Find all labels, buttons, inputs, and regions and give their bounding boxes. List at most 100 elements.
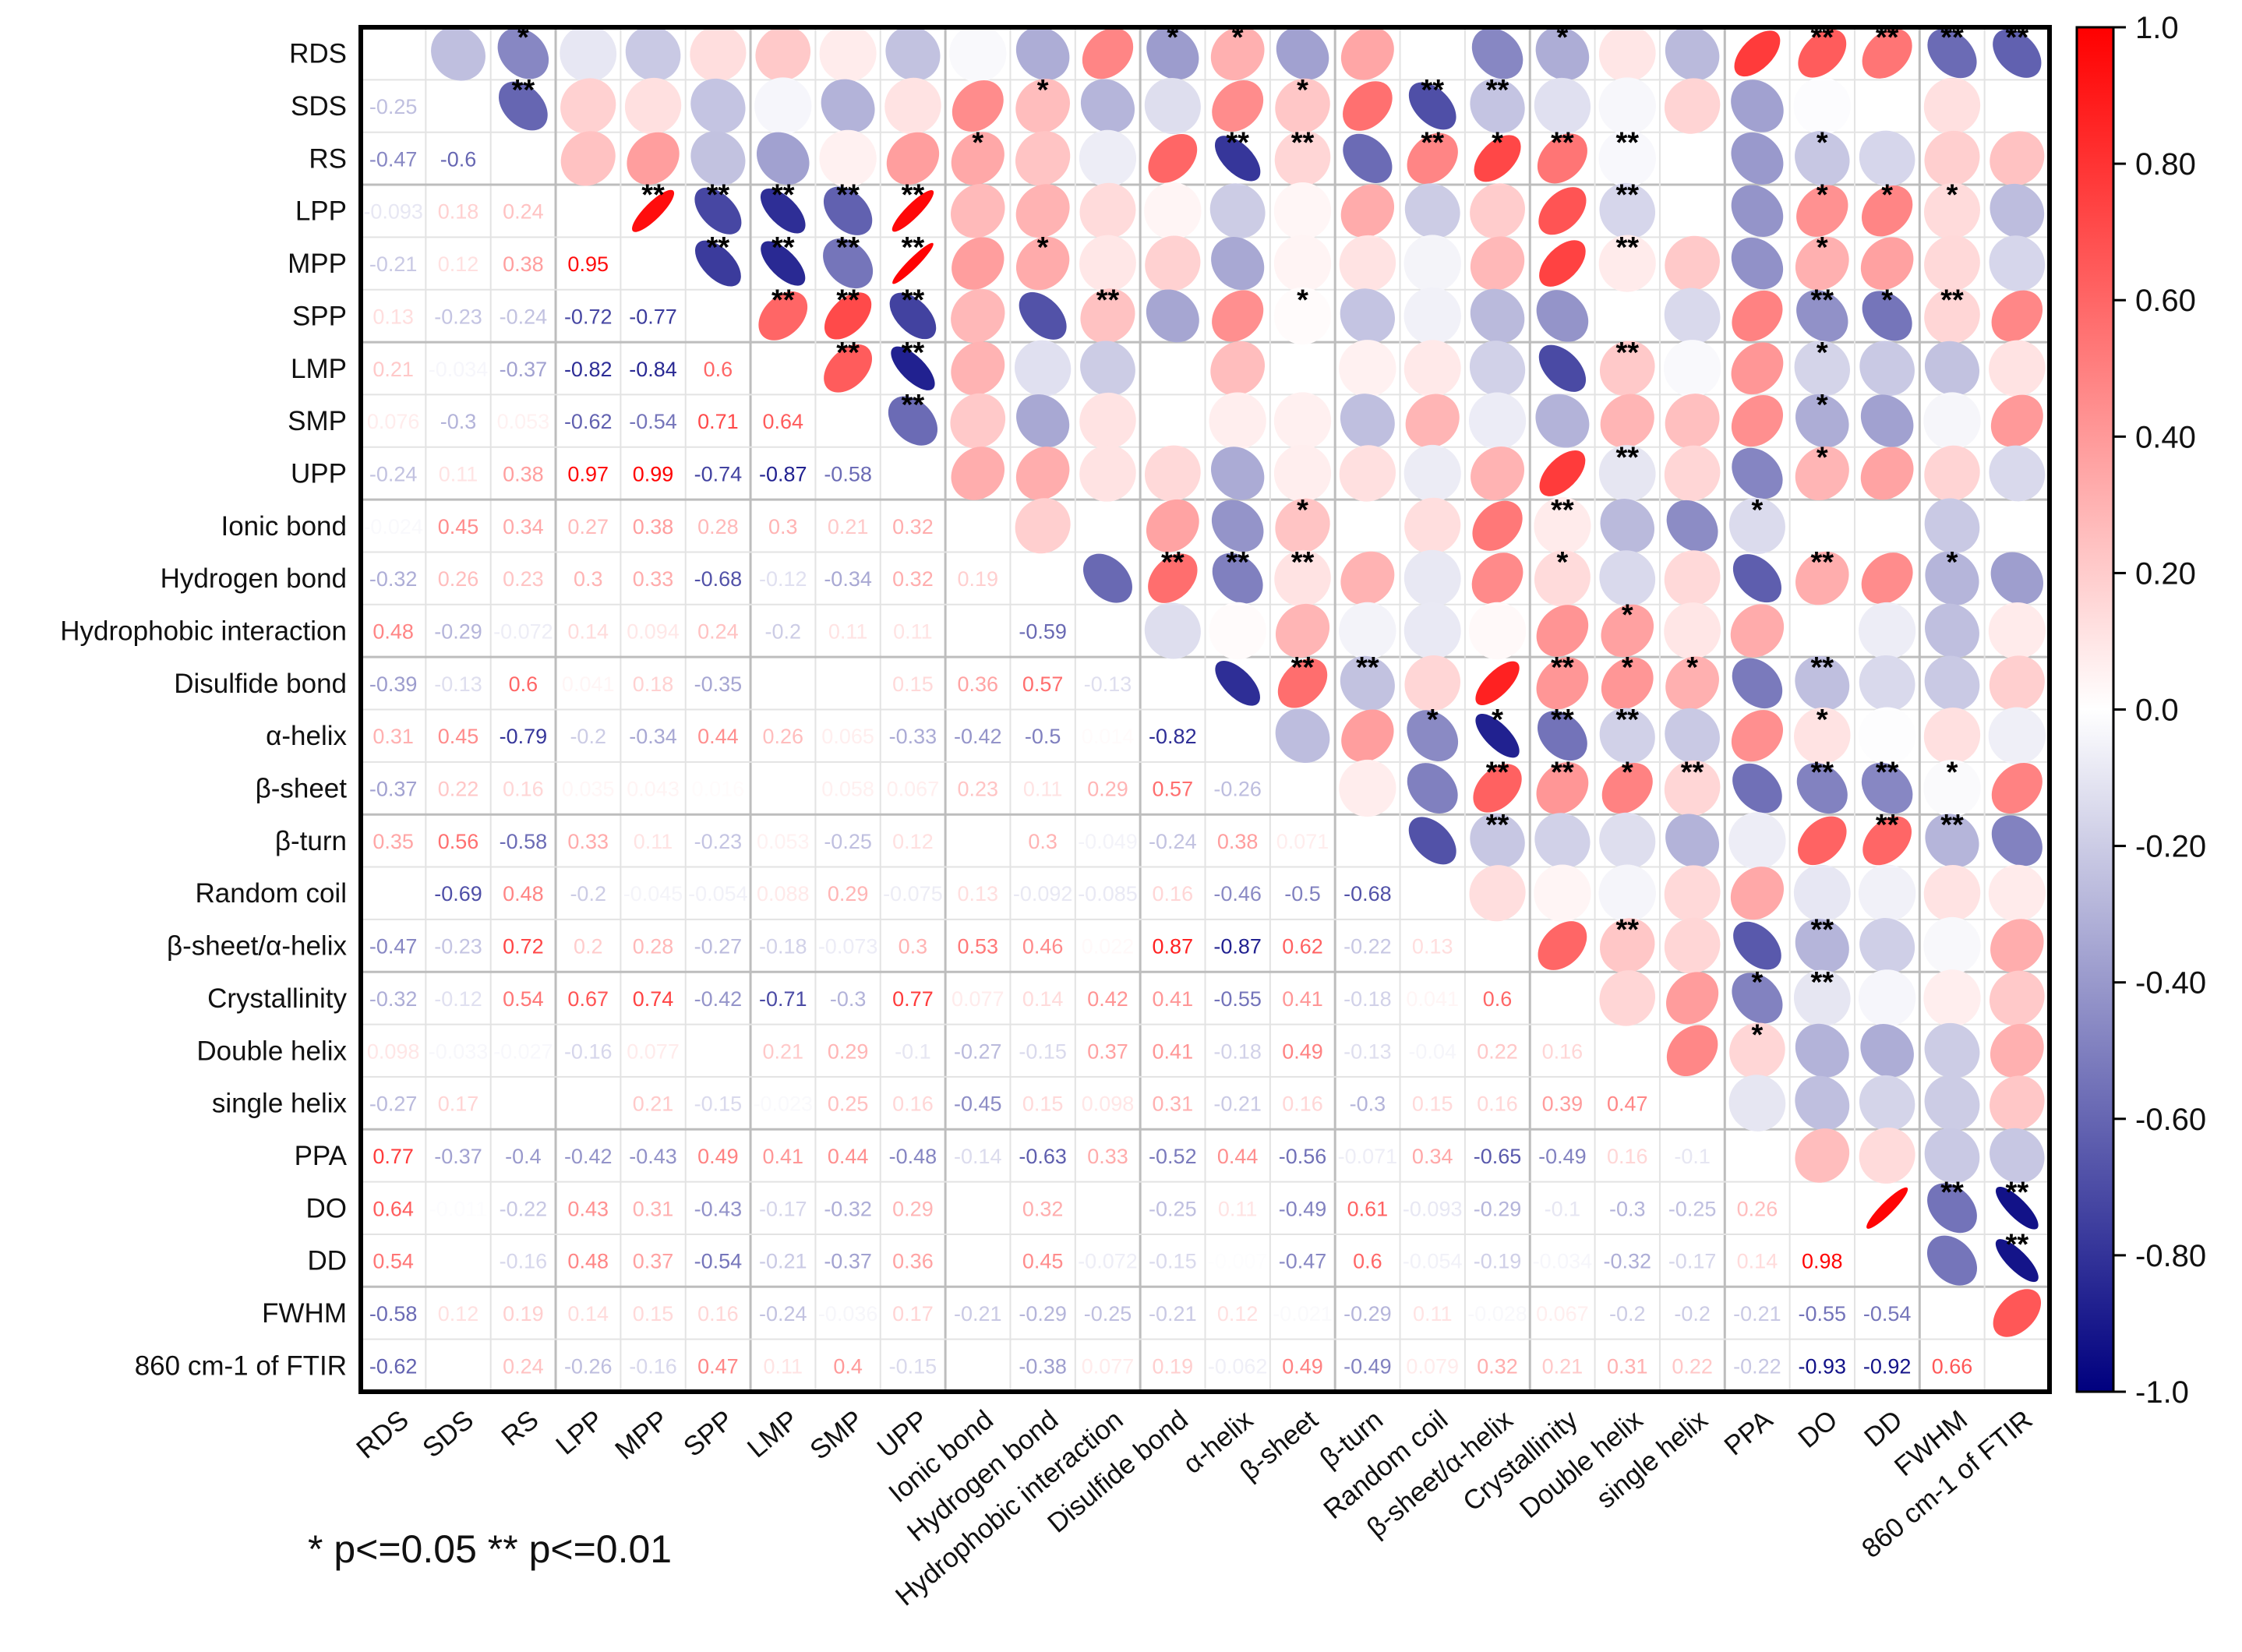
- correlation-value: -0.21: [954, 1302, 1002, 1325]
- correlation-ellipse: [1859, 130, 1915, 187]
- correlation-ellipse: [1471, 446, 1525, 500]
- correlation-ellipse: [1989, 340, 2046, 397]
- correlation-ellipse: [1341, 709, 1394, 762]
- significance-mark: *: [517, 22, 529, 55]
- correlation-value: -0.062: [1208, 1354, 1268, 1378]
- correlation-ellipse: [1927, 29, 1977, 79]
- correlation-value: 0.57: [1022, 672, 1064, 696]
- colorbar-ticks: 1.0 0.80 0.60 0.40 0.20 0.0 -0.20 -0.40 -0.60 -0.…: [2113, 11, 2206, 1410]
- correlation-ellipse: [625, 26, 681, 81]
- correlation-value: 0.28: [633, 935, 674, 958]
- correlation-ellipse: [1993, 29, 2042, 78]
- significance-mark: *: [1622, 598, 1633, 631]
- significance-mark: **: [707, 179, 730, 212]
- correlation-value: 0.16: [1477, 1093, 1518, 1116]
- correlation-ellipse: [1860, 237, 1914, 290]
- significance-mark: **: [1421, 126, 1444, 159]
- colorbar-tick-label: -1.0: [2135, 1375, 2189, 1410]
- correlation-ellipse: [1274, 549, 1331, 607]
- significance-mark: *: [1297, 74, 1308, 107]
- correlation-value: 0.47: [1607, 1093, 1648, 1116]
- correlation-ellipse: [1925, 603, 1979, 658]
- correlation-ellipse: [1924, 1075, 1980, 1131]
- row-label: SDS: [291, 91, 347, 122]
- correlation-value: 0.49: [697, 1145, 739, 1168]
- correlation-value: 0.17: [438, 1093, 479, 1116]
- column-label: LMP: [742, 1404, 804, 1463]
- column-label: PPA: [1718, 1404, 1778, 1462]
- correlation-value: -0.49: [1279, 1197, 1327, 1220]
- significance-mark: *: [1686, 651, 1698, 684]
- correlation-value: -0.3: [1350, 1093, 1386, 1116]
- significance-mark: **: [1615, 914, 1639, 947]
- significance-mark: **: [1356, 651, 1379, 684]
- correlation-value: -0.34: [629, 725, 677, 748]
- significance-mark: *: [1427, 704, 1439, 736]
- correlation-ellipse: [1215, 136, 1261, 182]
- correlation-ellipse: [1664, 602, 1721, 659]
- row-label: β-sheet: [256, 774, 348, 804]
- correlation-ellipse: [1469, 865, 1526, 922]
- correlation-ellipse: [1732, 972, 1783, 1024]
- correlation-ellipse: [891, 346, 935, 390]
- correlation-ellipse: [1470, 78, 1525, 134]
- correlation-value: 0.38: [1217, 830, 1259, 853]
- correlation-value: -0.5: [1284, 882, 1321, 905]
- correlation-value: -0.33: [889, 725, 937, 748]
- correlation-value: -0.42: [694, 987, 743, 1011]
- correlation-ellipse: [1859, 602, 1916, 660]
- correlation-value: 0.3: [899, 935, 928, 958]
- row-label: Double helix: [196, 1036, 347, 1066]
- significance-mark: **: [836, 179, 860, 212]
- correlation-ellipse: [761, 241, 806, 286]
- correlation-ellipse: [1535, 394, 1590, 448]
- correlation-value: 0.24: [697, 620, 739, 643]
- correlation-value: 0.21: [828, 515, 869, 538]
- correlation-ellipse: [1535, 26, 1590, 80]
- correlation-value: 0.45: [438, 515, 479, 538]
- correlation-ellipse: [1079, 235, 1136, 292]
- correlation-ellipse: [888, 396, 938, 446]
- significance-mark: *: [1297, 494, 1308, 527]
- correlation-ellipse: [431, 26, 485, 81]
- correlation-value: -0.62: [564, 410, 613, 433]
- significance-mark: *: [1752, 966, 1764, 999]
- correlation-ellipse: [1796, 290, 1848, 342]
- correlation-value: 0.058: [821, 778, 874, 801]
- correlation-ellipse: [951, 341, 1005, 396]
- correlation-ellipse: [1339, 602, 1396, 660]
- correlation-value: -0.2: [764, 620, 801, 643]
- correlation-value: -0.072: [493, 620, 553, 643]
- correlation-ellipse: [498, 81, 548, 131]
- correlation-ellipse: [1079, 392, 1136, 450]
- significance-mark: **: [1551, 651, 1574, 684]
- correlation-ellipse: [1858, 864, 1916, 922]
- correlation-ellipse: [1407, 763, 1458, 814]
- significance-mark: **: [1551, 757, 1574, 789]
- correlation-ellipse: [694, 240, 741, 287]
- correlation-value: -0.79: [500, 725, 548, 748]
- significance-mark: **: [1615, 441, 1639, 474]
- correlation-value: -0.74: [694, 462, 743, 485]
- correlation-value: 0.14: [1737, 1250, 1778, 1273]
- correlation-value: 0.6: [704, 358, 733, 381]
- correlation-ellipse: [1924, 1128, 1980, 1184]
- correlation-value: -0.54: [1863, 1302, 1912, 1325]
- correlation-ellipse: [1666, 499, 1718, 552]
- correlation-value: -0.2: [1609, 1302, 1646, 1325]
- correlation-ellipse: [1146, 27, 1199, 80]
- row-label: LPP: [295, 196, 347, 227]
- correlation-value: -0.22: [1343, 935, 1392, 958]
- correlation-ellipse: [1798, 816, 1847, 866]
- correlation-ellipse: [1601, 604, 1654, 658]
- significance-mark: *: [1947, 179, 1958, 212]
- correlation-ellipse: [1539, 450, 1586, 496]
- row-label: α-helix: [266, 721, 347, 751]
- significance-mark: *: [1947, 757, 1958, 789]
- correlation-ellipse: [1989, 445, 2046, 502]
- correlation-value: 0.15: [633, 1302, 674, 1325]
- correlation-ellipse: [1209, 183, 1266, 239]
- correlation-ellipse: [821, 79, 875, 133]
- colorbar-tick-label: 0.0: [2135, 694, 2179, 728]
